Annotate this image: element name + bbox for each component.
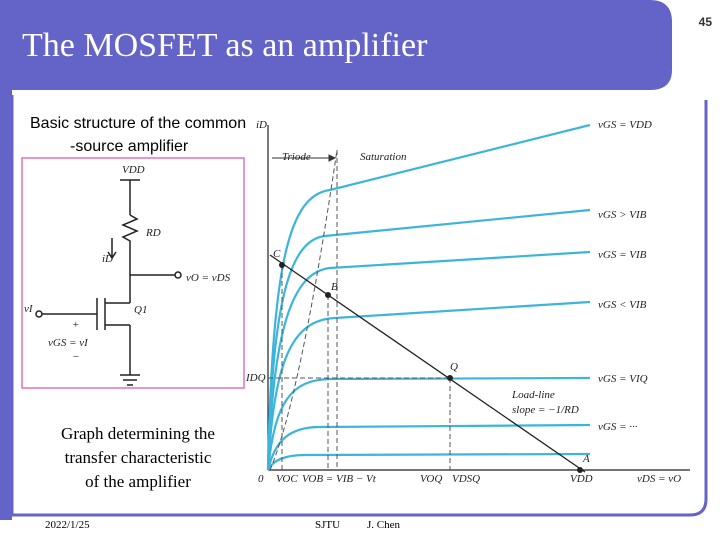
graph-label: C [273,248,281,260]
graph-label: 0 [258,473,264,485]
graph-label: iD [256,119,267,131]
characteristic-curves [266,123,591,471]
circuit-label: vI [24,303,34,315]
graph-label: vGS > VIB [598,209,647,221]
circuit-label: − [72,351,79,363]
caption-line: -source amplifier [70,138,189,155]
graph-label: vGS = VIQ [598,373,648,385]
slide-frame [10,95,708,517]
footer-date: 2022/1/25 [45,519,90,531]
circuit-label: + [72,319,79,331]
graph-label: Saturation [360,151,407,163]
circuit-label: VDD [122,164,145,176]
graph-label: vGS = VIB [598,249,647,261]
graph-label: A [582,453,590,465]
graph-label: VDSQ [452,473,480,485]
graph-caption: Graph determining the [61,424,215,443]
graph-label: vGS = ··· [598,421,638,433]
graph-label: Triode [282,151,311,163]
graph-axes [267,125,690,471]
circuit-label: vO = vDS [186,272,231,284]
graph-label: Q [450,361,458,373]
graph-label: vDS = vO [637,473,681,485]
guide-lines [268,149,451,471]
graph-label: IDQ [245,372,266,384]
title-bar [0,0,672,520]
circuit-label: Q1 [134,304,147,316]
graph-label: vGS < VIB [598,299,647,311]
footer-school: SJTU [315,519,340,531]
footer-author: J. Chen [367,519,401,531]
graph-label: slope = −1/RD [512,404,579,416]
caption-line: Basic structure of the common [30,115,246,132]
circuit-label: RD [145,227,161,239]
graph-label: VDD [570,473,593,485]
circuit-label: vGS = vI [48,337,89,349]
graph-caption: of the amplifier [85,472,191,491]
graph-label: Load-line [511,389,555,401]
graph-label: vGS = VDD [598,119,652,131]
circuit-box [21,157,245,389]
operating-points [279,262,583,473]
graph-label: VOQ [420,473,442,485]
circuit-label: iD [102,253,113,265]
slide-title: The MOSFET as an amplifier [22,27,428,64]
slide-number: 45 [699,15,713,29]
circuit-wires [35,179,182,386]
graph-label: B [331,281,338,293]
graph-label: VOB = VIB − Vt [302,473,377,485]
graph-label: VOC [276,473,298,485]
load-line [269,254,586,473]
graph-caption: transfer characteristic [65,448,212,467]
